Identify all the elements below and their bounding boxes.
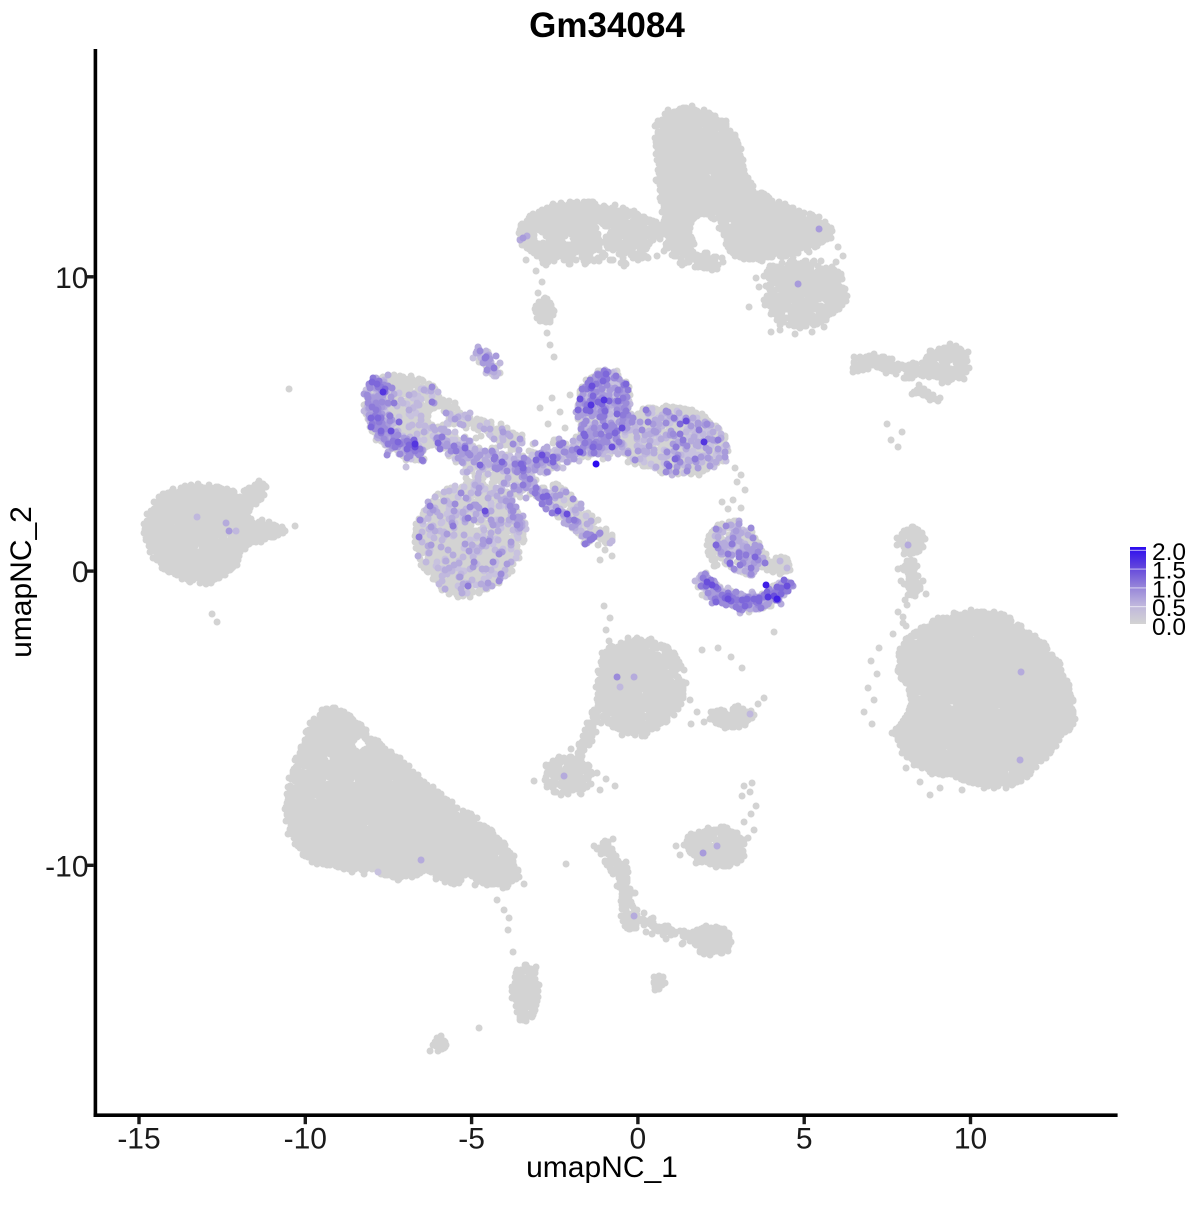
svg-text:0: 0 bbox=[630, 1123, 647, 1156]
svg-text:0.5: 0.5 bbox=[1152, 595, 1186, 622]
svg-text:-15: -15 bbox=[117, 1123, 160, 1156]
svg-text:umapNC_1: umapNC_1 bbox=[526, 1151, 678, 1184]
svg-text:-10: -10 bbox=[284, 1123, 327, 1156]
svg-text:1.5: 1.5 bbox=[1152, 558, 1186, 585]
svg-text:0.0: 0.0 bbox=[1152, 614, 1186, 641]
svg-text:umapNC_2: umapNC_2 bbox=[5, 506, 38, 658]
svg-text:-10: -10 bbox=[45, 850, 88, 883]
svg-text:2.0: 2.0 bbox=[1152, 539, 1186, 566]
svg-text:Gm34084: Gm34084 bbox=[529, 6, 685, 45]
svg-text:5: 5 bbox=[796, 1123, 813, 1156]
svg-text:1.0: 1.0 bbox=[1152, 576, 1186, 603]
svg-text:10: 10 bbox=[55, 262, 88, 295]
svg-text:0: 0 bbox=[72, 556, 89, 589]
svg-text:10: 10 bbox=[954, 1123, 987, 1156]
svg-text:-5: -5 bbox=[458, 1123, 485, 1156]
